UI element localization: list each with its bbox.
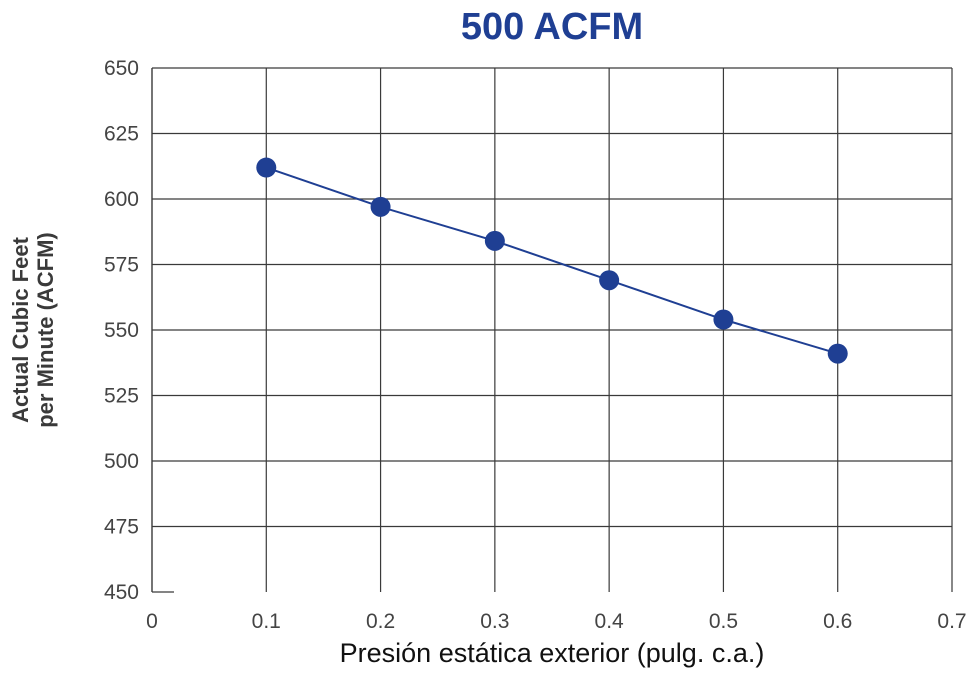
y-tick-label: 550 bbox=[104, 319, 139, 342]
x-tick-labels: 0 0.1 0.2 0.3 0.4 0.5 0.6 0.7 bbox=[146, 610, 966, 633]
x-tick-label: 0.1 bbox=[252, 610, 281, 633]
x-tick-label: 0.2 bbox=[366, 610, 395, 633]
y-tick-label: 500 bbox=[104, 450, 139, 473]
y-tick-labels: 650 625 600 575 550 525 500 475 450 bbox=[104, 57, 139, 604]
series-group bbox=[256, 157, 848, 364]
data-point bbox=[484, 230, 505, 251]
x-tick-label: 0.6 bbox=[823, 610, 852, 633]
y-tick-label: 450 bbox=[104, 581, 139, 604]
y-tick-label: 525 bbox=[104, 385, 139, 408]
x-tick-label: 0.4 bbox=[595, 610, 625, 633]
grid-lines bbox=[151, 67, 953, 593]
chart-title: 500 ACFM bbox=[460, 6, 644, 48]
data-point bbox=[599, 270, 620, 291]
x-tick-label: 0 bbox=[146, 610, 158, 633]
y-tick-label: 475 bbox=[104, 516, 139, 539]
x-tick-label: 0.5 bbox=[709, 610, 738, 633]
data-point bbox=[713, 309, 734, 330]
y-tick-label: 600 bbox=[104, 188, 139, 211]
x-tick-label: 0.3 bbox=[480, 610, 509, 633]
x-tick-label: 0.7 bbox=[937, 610, 966, 633]
data-point bbox=[256, 157, 277, 178]
y-tick-label: 575 bbox=[104, 254, 139, 277]
series-line bbox=[265, 166, 838, 355]
y-tick-label: 650 bbox=[104, 57, 139, 80]
x-axis-label: Presión estática exterior (pulg. c.a.) bbox=[339, 638, 765, 668]
data-point bbox=[370, 196, 391, 217]
y-tick-label: 625 bbox=[104, 123, 139, 146]
data-point bbox=[827, 343, 848, 364]
